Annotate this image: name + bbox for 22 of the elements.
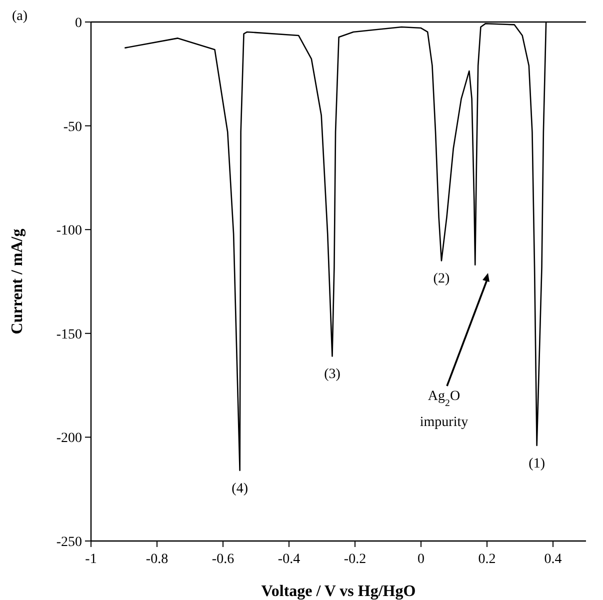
x-tick-label: 0.4 [544,552,562,567]
x-tick-label: -0.8 [146,552,168,567]
y-tick-label: 0 [75,16,82,31]
annotation: Ag$_{2}$O impurity [420,389,468,430]
x-tick-label: -0.2 [344,552,366,567]
x-axis-title: Voltage / V vs Hg/HgO [261,583,416,600]
annotation: (4) [232,481,248,496]
x-tick-label: 0.2 [478,552,496,567]
y-tick-label: -100 [56,224,82,239]
x-tick-label: 0 [418,552,424,567]
y-axis-title: Current / mA/g [9,228,26,334]
text: (a) [12,9,28,24]
x-tick-label: -1 [85,552,97,567]
x-tick-label: -0.6 [212,552,234,567]
y-tick-label: -50 [63,120,82,135]
annotation: (1) [528,456,546,472]
annotation: (2) [433,272,450,287]
x-tick-label: -0.4 [278,552,300,567]
y-tick-label: -250 [56,535,82,550]
annotation: (3) [324,367,341,382]
y-tick-label: -150 [56,327,82,342]
y-tick-label: -200 [56,431,82,446]
